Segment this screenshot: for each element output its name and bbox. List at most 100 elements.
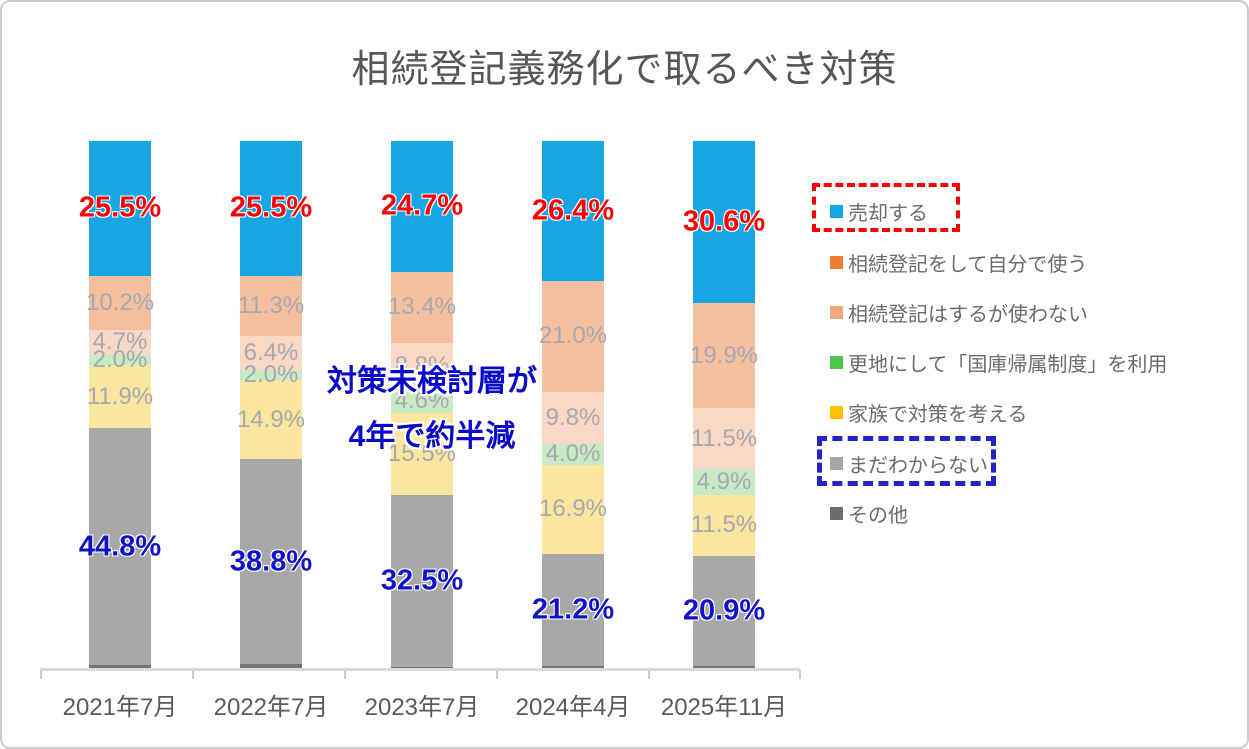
- bar-segment: [240, 380, 302, 459]
- value-label: 11.5%: [690, 511, 758, 539]
- value-label: 8.8%: [394, 351, 450, 379]
- axis-tick: [40, 670, 42, 679]
- chart-title: 相続登記義務化で取るべき対策: [351, 49, 898, 91]
- bar-segment: [240, 141, 302, 276]
- value-label: 25.5%: [229, 191, 313, 224]
- category-label: 2022年7月: [213, 694, 329, 721]
- category-label: 2023年7月: [364, 694, 480, 721]
- value-label: 24.7%: [380, 189, 464, 222]
- value-label: 11.3%: [237, 291, 305, 319]
- legend-swatch-icon: [830, 457, 843, 470]
- legend-swatch-icon: [830, 356, 843, 369]
- value-label: 21.0%: [538, 322, 608, 350]
- legend-item: 家族で対策を考える: [830, 398, 1027, 427]
- value-label: 14.9%: [236, 405, 306, 433]
- bar-segment: [391, 271, 453, 343]
- category-label: 2021年7月: [62, 694, 178, 721]
- legend-item: その他: [830, 499, 908, 528]
- bar-segment: [542, 280, 604, 392]
- annotation-line-1: 対策未検討層が: [327, 365, 537, 398]
- bar-column: 25.5% 10.2% 4.7% 2.0% 11.9% 44.8%: [79, 141, 161, 670]
- bar-segment: [89, 141, 151, 276]
- legend-label: その他: [848, 505, 908, 527]
- value-label: 16.9%: [538, 495, 608, 523]
- bar-segment: [693, 302, 755, 409]
- annotation-line-2: 4年で約半減: [348, 420, 516, 453]
- axis-tick: [344, 670, 346, 679]
- category-label: 2024年4月: [515, 694, 631, 721]
- bar-segment: [89, 329, 151, 355]
- bar-segment: [240, 664, 302, 670]
- bar-segment: [89, 354, 151, 366]
- value-label: 11.9%: [86, 382, 154, 410]
- highlight-box-undecided: [817, 436, 996, 486]
- bar-segment: [542, 464, 604, 555]
- x-axis-line: [40, 668, 800, 671]
- value-label: 2.0%: [243, 360, 299, 388]
- value-label: 10.2%: [85, 288, 155, 316]
- bar-segment: [89, 275, 151, 330]
- bar-segment: [391, 141, 453, 272]
- legend-swatch-icon: [830, 205, 843, 218]
- bar-column: 26.4% 21.0% 9.8% 4.0% 16.9% 21.2%: [532, 141, 614, 670]
- legend-swatch-icon: [830, 306, 843, 319]
- bar-segment: [542, 554, 604, 667]
- bar-segment: [693, 141, 755, 303]
- bar-segment: [240, 275, 302, 336]
- value-label: 21.2%: [531, 593, 615, 626]
- bar-segment: [391, 495, 453, 668]
- value-label: 6.4%: [243, 338, 299, 366]
- value-label: 2.0%: [92, 346, 148, 373]
- bar-column: 24.7% 13.4% 8.8% 4.6% 15.5% 32.5%: [381, 141, 463, 670]
- bar-segment: [391, 342, 453, 390]
- axis-tick: [799, 670, 801, 679]
- bar-segment: [240, 458, 302, 665]
- value-label: 26.4%: [531, 194, 615, 227]
- legend-item: 更地にして「国庫帰属制度」を利用: [830, 348, 1167, 377]
- value-label: 9.8%: [545, 403, 601, 431]
- legend-swatch-icon: [830, 507, 843, 520]
- legend-label: 相続登記はするが使わない: [848, 304, 1088, 326]
- value-label: 38.8%: [229, 545, 313, 578]
- bar-segment: [542, 391, 604, 444]
- value-label: 13.4%: [387, 293, 457, 321]
- legend-item: 相続登記をして自分で使う: [830, 248, 1087, 277]
- value-label: 32.5%: [380, 564, 464, 597]
- value-label: 30.6%: [682, 205, 766, 238]
- value-label: 44.8%: [78, 530, 162, 563]
- axis-tick: [496, 670, 498, 679]
- value-label: 11.5%: [690, 424, 758, 452]
- legend-swatch-icon: [830, 256, 843, 269]
- bar-segment: [240, 369, 302, 381]
- bar-column: 25.5% 11.3% 6.4% 2.0% 14.9% 38.8%: [230, 141, 312, 670]
- value-label: 19.9%: [689, 341, 759, 369]
- legend-label: 売却する: [848, 203, 928, 225]
- bar-segment: [391, 413, 453, 496]
- axis-tick: [648, 670, 650, 679]
- value-label: 25.5%: [78, 191, 162, 224]
- bar-segment: [693, 468, 755, 495]
- bar-segment: [89, 428, 151, 666]
- bar-segment: [240, 335, 302, 370]
- legend-label: 更地にして「国庫帰属制度」を利用: [848, 354, 1168, 376]
- bar-segment: [693, 408, 755, 469]
- bar-segment: [542, 141, 604, 281]
- value-label: 4.9%: [696, 467, 752, 495]
- annotation-callout: 対策未検討層が 4年で約半減: [298, 354, 566, 464]
- bar-segment: [89, 365, 151, 429]
- bar-segment: [693, 555, 755, 667]
- legend-item: まだわからない: [830, 449, 988, 478]
- legend-label: まだわからない: [848, 455, 988, 477]
- legend-swatch-icon: [830, 406, 843, 419]
- value-label: 15.5%: [387, 440, 457, 468]
- value-label: 20.9%: [682, 594, 766, 627]
- bar-segment: [693, 494, 755, 556]
- bar-segment: [89, 665, 151, 670]
- legend-item: 相続登記はするが使わない: [830, 298, 1088, 327]
- value-label: 4.7%: [92, 328, 148, 356]
- legend-item: 売却する: [830, 197, 928, 226]
- bar-segment: [391, 389, 453, 414]
- value-label: 4.6%: [394, 387, 450, 415]
- bar-segment: [542, 443, 604, 465]
